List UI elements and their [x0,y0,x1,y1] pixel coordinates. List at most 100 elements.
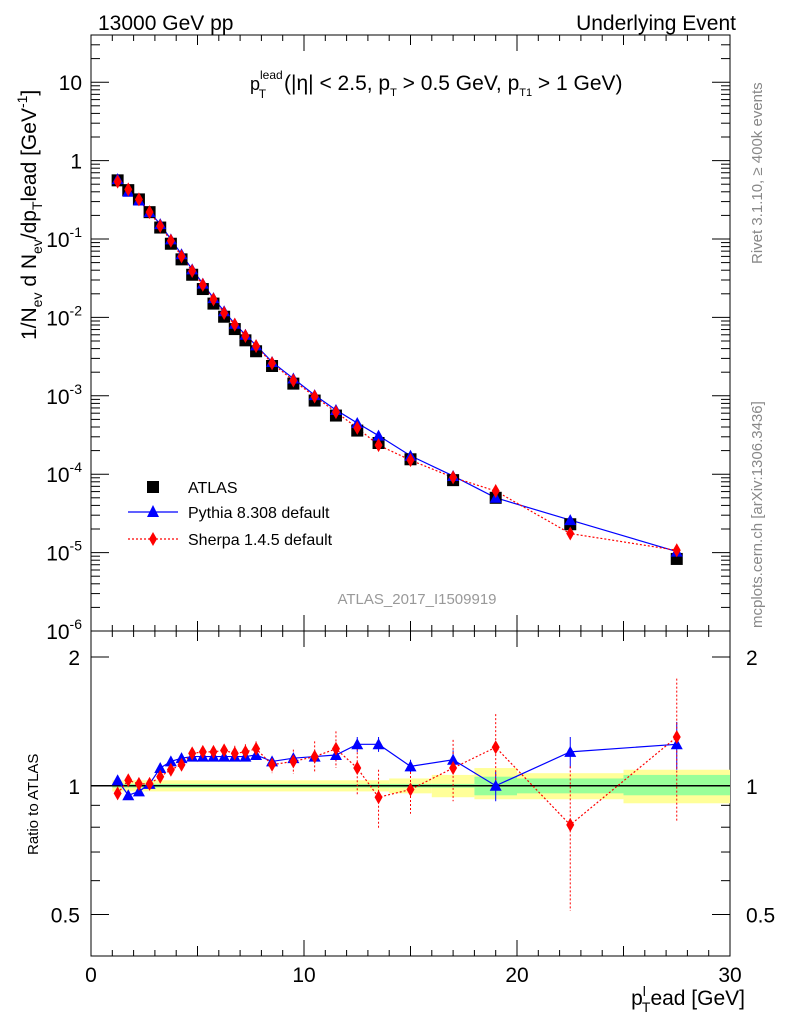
sherpa-point [134,192,143,207]
ratio-y-tick-label-right: 1 [746,776,758,799]
sherpa-point [289,373,298,388]
ratio-y-tick-label: 0.5 [51,905,80,928]
sherpa-ratio-point [209,744,218,759]
sherpa-point [406,453,415,468]
ratio-y-tick-labels: 0.5 0.5 1 1 2 2 [51,647,775,928]
ratio-panel-series [111,678,683,911]
pythia-ratio-point [489,779,502,791]
legend-pythia-marker [147,505,159,517]
top-panel-series [111,173,683,565]
pythia-ratio-point [154,762,167,774]
sherpa-point [241,328,250,343]
pythia-ratio-point [175,752,188,764]
sherpa-point [353,420,362,435]
sherpa-ratio-point [198,744,207,759]
sherpa-ratio-point [289,754,298,769]
sherpa-point [331,405,340,420]
sherpa-point [177,249,186,264]
sherpa-ratio-point [177,757,186,772]
sherpa-ratio-point [449,761,458,776]
x-axis-label: pl Tead [GeV] [631,983,745,1015]
title-rest2: > 0.5 GeV, p [397,72,519,95]
sherpa-point [166,233,175,248]
top-panel-frame [90,34,731,632]
sherpa-ratio-point [241,744,250,759]
top-y-tick-label: 10-1 [46,224,82,252]
sherpa-ratio-point [252,741,261,756]
mcplots-label: mcplots.cern.ch [arXiv:1306.3436] [749,401,766,628]
sherpa-ratio-point [310,749,319,764]
pythia-ratio-point [132,785,145,797]
x-tick-label: 0 [85,964,97,987]
sherpa-point [491,484,500,499]
sherpa-ratio-point [353,761,362,776]
legend: ATLAS Pythia 8.308 default Sherpa 1.4.5 … [128,480,333,549]
header-right: Underlying Event [576,12,736,35]
title-sup: lead [260,68,283,82]
legend-atlas-label: ATLAS [188,480,238,497]
analysis-id: ATLAS_2017_I1509919 [337,591,496,608]
pythia-ratio-point [447,753,460,765]
sherpa-ratio-point [113,786,122,801]
sherpa-point [113,174,122,189]
sherpa-point [252,339,261,354]
top-y-tick-label: 10-2 [46,302,82,330]
sherpa-point [156,219,165,234]
x-tick-label: 20 [505,964,528,987]
rivet-label: Rivet 3.1.10, ≥ 400k events [749,82,766,264]
ratio-y-tick-label: 2 [68,647,80,670]
ratio-y-tick-label: 1 [68,776,80,799]
sherpa-point [209,292,218,307]
top-y-tick-label: 10-4 [46,459,82,487]
sherpa-ratio-point [406,782,415,797]
x-tick-label: 10 [292,964,315,987]
sherpa-ratio-point [491,740,500,755]
pythia-point [372,429,385,441]
sherpa-ratio-point [268,757,277,772]
sherpa-ratio-point [672,730,681,745]
pythia-point [564,514,577,526]
sherpa-point [145,205,154,220]
sherpa-ratio-point [145,776,154,791]
x-tick-labels: 0 10 20 30 [85,964,742,987]
sherpa-ratio-point [166,762,175,777]
sherpa-ratio-point [156,769,165,784]
sherpa-point [198,277,207,292]
sherpa-point [672,543,681,558]
x-tick-label: 30 [718,964,741,987]
sherpa-point [268,356,277,371]
axis-ticks [90,34,731,956]
sherpa-point [374,438,383,453]
sherpa-ratio-point [220,743,229,758]
pythia-ratio-point [122,789,135,801]
title-rest3: > 1 GeV) [532,72,622,95]
top-y-axis-label: 1/Nev d Nev/dpTlead [GeV-1] [14,90,45,340]
top-y-tick-label: 10-6 [46,616,82,644]
title-main: p [250,74,260,94]
title-rest2-sub: T1 [519,87,532,99]
sherpa-ratio-point [566,817,575,832]
pythia-ratio-point [404,760,417,772]
header-left: 13000 GeV pp [98,12,233,35]
sherpa-ratio-point [331,741,340,756]
top-y-tick-labels: 10-6 10-5 10-4 10-3 10-2 10-1 1 10 [46,72,82,644]
sherpa-ratio-point [374,790,383,805]
top-y-tick-label: 10 [59,72,82,95]
legend-pythia-label: Pythia 8.308 default [188,505,330,522]
top-y-tick-label: 10-3 [46,381,82,409]
sherpa-point [220,305,229,320]
title-sub: T [259,87,267,101]
sherpa-point [566,526,575,541]
title-rest: (|η| < 2.5, p [284,72,390,95]
ratio-y-tick-label-right: 0.5 [746,905,775,928]
pythia-ratio-point [164,755,177,767]
sherpa-ratio-point [134,776,143,791]
sherpa-point [124,182,133,197]
sherpa-ratio-point [188,746,197,761]
sherpa-ratio-point [230,746,239,761]
sherpa-point [310,389,319,404]
legend-atlas-marker [147,481,159,493]
pythia-ratio-point [372,738,385,750]
ratio-y-tick-label-right: 2 [746,647,758,670]
